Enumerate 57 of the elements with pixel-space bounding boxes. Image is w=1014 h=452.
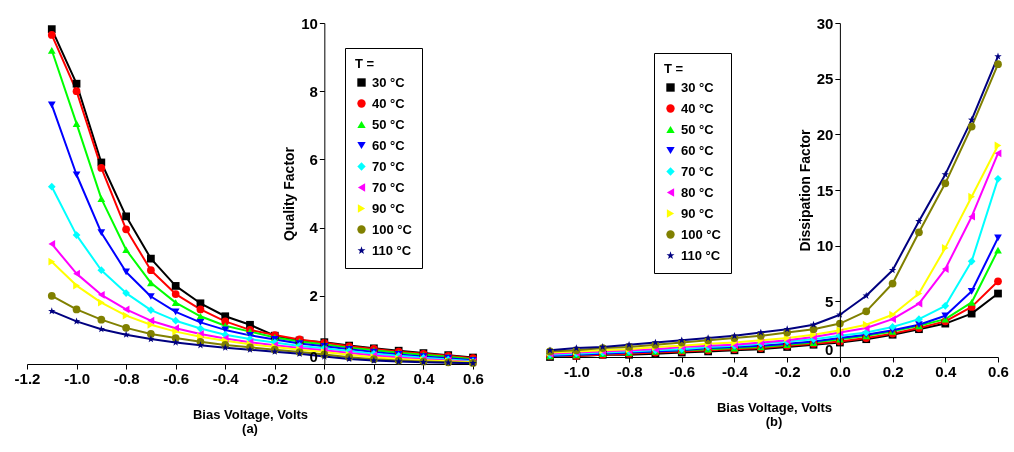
y-tick-label: 8 bbox=[309, 82, 318, 100]
x-tick-label: -0.8 bbox=[616, 362, 643, 380]
legend-label: 70 °C bbox=[372, 179, 406, 195]
x-axis-title: Bias Voltage, Volts bbox=[192, 406, 309, 422]
legend-title: T = bbox=[664, 61, 684, 76]
x-tick-label: 0.0 bbox=[314, 369, 336, 387]
x-tick-label: -0.2 bbox=[774, 362, 801, 380]
x-tick-label: -0.6 bbox=[669, 362, 696, 380]
x-axis-title: Bias Voltage, Volts bbox=[716, 399, 833, 415]
legend-label: 60 °C bbox=[681, 142, 715, 158]
x-tick-label: 0.2 bbox=[363, 369, 385, 387]
legend-label: 110 °C bbox=[372, 242, 412, 258]
y-tick-label: 2 bbox=[309, 287, 318, 305]
legend-title: T = bbox=[355, 56, 375, 71]
legend-label: 50 °C bbox=[372, 116, 406, 132]
y-tick-label: 4 bbox=[309, 219, 319, 237]
y-tick-label: 6 bbox=[309, 150, 318, 168]
legend-label: 80 °C bbox=[681, 184, 715, 200]
x-tick-label: 0.6 bbox=[988, 362, 1009, 380]
y-tick-label: 25 bbox=[816, 70, 834, 88]
x-tick-label: 0.2 bbox=[882, 362, 904, 380]
x-tick-label: -1.0 bbox=[64, 369, 90, 387]
x-tick-label: -1.2 bbox=[14, 369, 41, 387]
legend-label: 40 °C bbox=[681, 100, 715, 116]
y-tick-label: 20 bbox=[816, 125, 834, 143]
legend-label: 30 °C bbox=[372, 74, 406, 90]
x-tick-label: -0.2 bbox=[262, 369, 289, 387]
legend-label: 50 °C bbox=[681, 121, 715, 137]
x-tick-label: -0.6 bbox=[163, 369, 190, 387]
legend-label: 60 °C bbox=[372, 137, 406, 153]
x-tick-label: -1.0 bbox=[563, 362, 590, 380]
legend-label: 110 °C bbox=[681, 247, 721, 263]
text: (a) bbox=[242, 421, 258, 436]
legend-label: 90 °C bbox=[681, 205, 715, 221]
x-tick-label: 0.6 bbox=[463, 369, 484, 387]
y-axis-title: Quality Factor bbox=[281, 146, 298, 242]
y-axis-title: Dissipation Factor bbox=[796, 128, 813, 252]
text: (b) bbox=[765, 414, 783, 429]
x-tick-label: -0.4 bbox=[212, 369, 240, 387]
x-tick-label: -0.4 bbox=[722, 362, 749, 380]
y-tick-label: 0 bbox=[825, 340, 834, 358]
y-tick-label: 5 bbox=[825, 292, 834, 310]
legend-label: 30 °C bbox=[681, 79, 715, 95]
legend-label: 70 °C bbox=[372, 158, 406, 174]
legend-label: 90 °C bbox=[372, 200, 406, 216]
legend-label: 100 °C bbox=[681, 226, 722, 242]
y-tick-label: 10 bbox=[301, 14, 318, 32]
y-tick-label: 15 bbox=[816, 181, 834, 199]
legend-label: 70 °C bbox=[681, 163, 715, 179]
y-tick-label: 30 bbox=[816, 14, 834, 32]
x-tick-label: 0.4 bbox=[935, 362, 957, 380]
legend-label: 100 °C bbox=[372, 221, 413, 237]
x-tick-label: 0.4 bbox=[413, 369, 436, 387]
x-tick-label: 0.0 bbox=[829, 362, 851, 380]
y-tick-label: 10 bbox=[816, 237, 834, 255]
x-tick-label: -0.8 bbox=[113, 369, 140, 387]
legend-label: 40 °C bbox=[372, 95, 406, 111]
